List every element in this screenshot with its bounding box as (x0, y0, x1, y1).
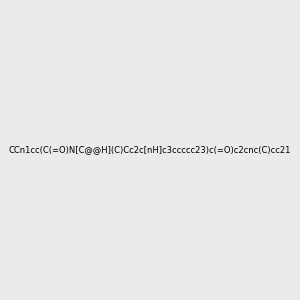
Text: CCn1cc(C(=O)N[C@@H](C)Cc2c[nH]c3ccccc23)c(=O)c2cnc(C)cc21: CCn1cc(C(=O)N[C@@H](C)Cc2c[nH]c3ccccc23)… (9, 146, 291, 154)
